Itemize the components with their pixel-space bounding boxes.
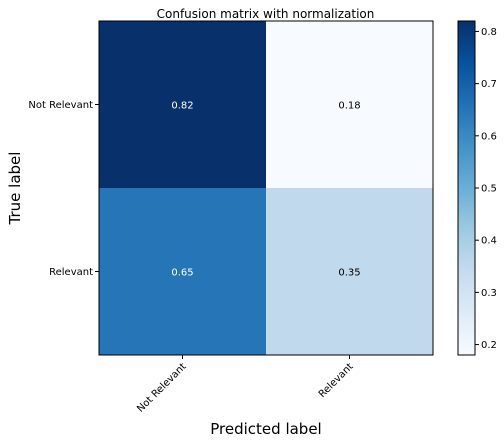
- colorbar-tick-label: 0.3: [481, 288, 497, 299]
- colorbar-tick-label: 0.6: [481, 131, 497, 142]
- cell-value-label: 0.65: [171, 268, 193, 279]
- x-axis-label: Predicted label: [210, 420, 321, 438]
- colorbar-tick-label: 0.2: [481, 340, 497, 351]
- x-axis-ticks: Not Relevant Relevant: [135, 355, 356, 415]
- cell-value-label: 0.18: [338, 101, 360, 112]
- colorbar: [458, 21, 475, 355]
- matrix-cells: 0.82 0.18 0.65 0.35: [99, 21, 433, 355]
- colorbar-tick-label: 0.4: [481, 236, 497, 247]
- colorbar-tick-label: 0.5: [481, 184, 497, 195]
- y-axis-label: True label: [6, 152, 24, 226]
- y-tick-label: Relevant: [49, 267, 93, 278]
- colorbar-tick-label: 0.8: [481, 27, 497, 38]
- colorbar-ticks: 0.2 0.3 0.4 0.5 0.6 0.7 0.8: [475, 27, 497, 351]
- y-tick-label: Not Relevant: [28, 100, 93, 111]
- x-tick-label: Relevant: [317, 361, 356, 400]
- chart-title: Confusion matrix with normalization: [157, 7, 375, 21]
- cell-value-label: 0.82: [171, 101, 193, 112]
- colorbar-tick-label: 0.7: [481, 79, 497, 90]
- cell-value-label: 0.35: [338, 268, 360, 279]
- y-axis-ticks: Not Relevant Relevant: [28, 100, 99, 278]
- x-tick-label: Not Relevant: [135, 361, 189, 415]
